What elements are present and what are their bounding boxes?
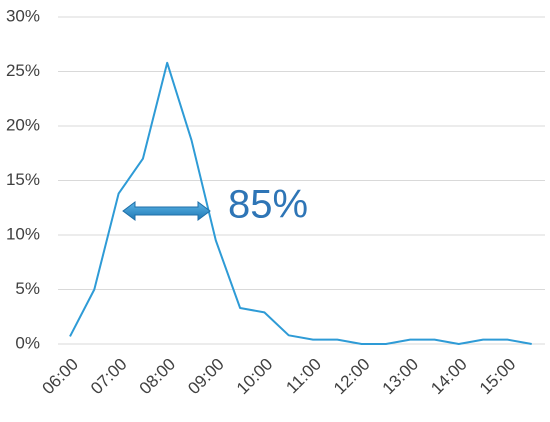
double-arrow: [122, 201, 211, 221]
x-tick-label: 06:00: [38, 355, 82, 399]
y-tick-label: 10%: [6, 224, 40, 243]
y-tick-label: 15%: [6, 170, 40, 189]
y-tick-label: 30%: [6, 6, 40, 25]
y-tick-label: 0%: [15, 333, 40, 352]
x-tick-label: 10:00: [233, 355, 277, 399]
x-tick-label: 14:00: [427, 355, 471, 399]
y-tick-label: 20%: [6, 115, 40, 134]
x-tick-label: 11:00: [282, 355, 325, 398]
annotation: 85%: [228, 183, 308, 227]
x-tick-label: 13:00: [379, 355, 423, 399]
x-tick-label: 08:00: [136, 355, 180, 399]
x-tick-label: 09:00: [184, 355, 228, 399]
x-tick-label: 07:00: [87, 355, 131, 399]
grid: [58, 16, 545, 345]
line: [69, 61, 532, 345]
x-tick-label: 15:00: [476, 355, 520, 399]
y-tick-label: 25%: [6, 61, 40, 80]
x-tick-label: 12:00: [330, 355, 374, 399]
y-tick-label: 5%: [15, 279, 40, 298]
